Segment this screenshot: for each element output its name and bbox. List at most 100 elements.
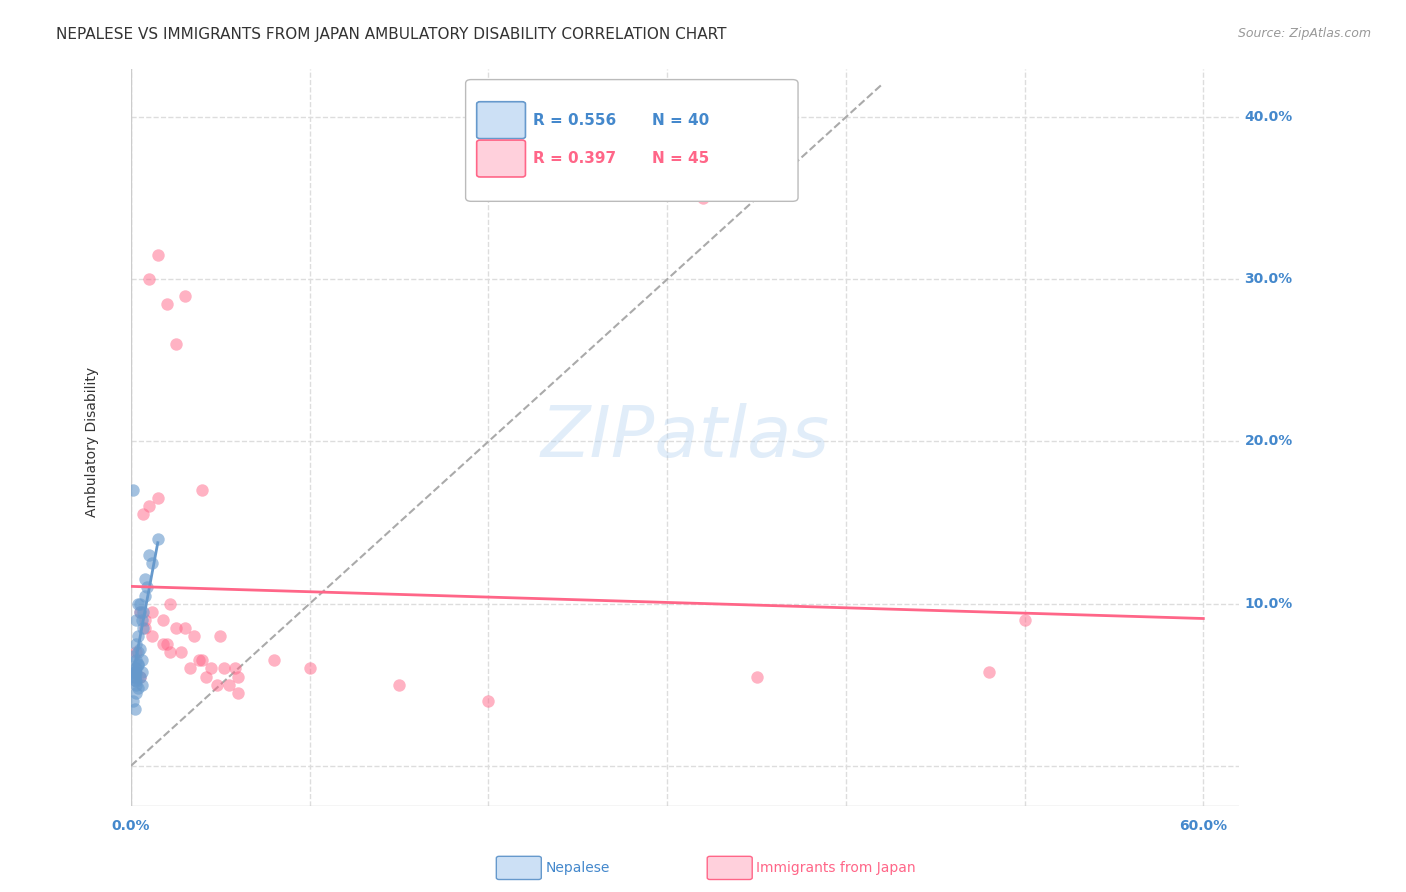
- Point: [125, 637, 148, 651]
- Point: [170, 645, 193, 659]
- Point: [141, 556, 163, 570]
- Point: [226, 686, 249, 700]
- FancyBboxPatch shape: [477, 140, 526, 177]
- Point: [121, 483, 143, 497]
- Text: 40.0%: 40.0%: [1244, 111, 1292, 124]
- Point: [146, 248, 169, 262]
- Point: [173, 288, 195, 302]
- Point: [212, 661, 235, 675]
- Point: [191, 483, 214, 497]
- Point: [124, 670, 146, 684]
- Point: [146, 532, 169, 546]
- FancyBboxPatch shape: [477, 102, 526, 138]
- Point: [138, 548, 160, 562]
- Point: [159, 645, 181, 659]
- Text: R = 0.556: R = 0.556: [533, 112, 616, 128]
- Point: [165, 621, 187, 635]
- Point: [131, 665, 153, 679]
- Text: ZIPatlas: ZIPatlas: [540, 403, 830, 472]
- Point: [127, 681, 149, 695]
- Text: N = 45: N = 45: [652, 151, 709, 166]
- Point: [127, 597, 149, 611]
- Text: N = 40: N = 40: [652, 112, 709, 128]
- Point: [195, 670, 218, 684]
- Point: [127, 629, 149, 643]
- Point: [124, 665, 146, 679]
- Text: Source: ZipAtlas.com: Source: ZipAtlas.com: [1237, 27, 1371, 40]
- Point: [298, 661, 321, 675]
- Point: [125, 613, 148, 627]
- Point: [173, 621, 195, 635]
- Point: [388, 678, 411, 692]
- Point: [141, 629, 163, 643]
- Point: [156, 637, 179, 651]
- Point: [138, 272, 160, 286]
- Point: [977, 665, 1000, 679]
- Point: [692, 191, 714, 205]
- Point: [136, 581, 159, 595]
- Point: [127, 657, 149, 671]
- Point: [134, 572, 156, 586]
- Point: [183, 629, 205, 643]
- Point: [131, 678, 153, 692]
- Text: 30.0%: 30.0%: [1244, 272, 1292, 286]
- Text: Immigrants from Japan: Immigrants from Japan: [756, 861, 917, 875]
- Point: [1014, 613, 1036, 627]
- Point: [132, 621, 155, 635]
- Point: [124, 673, 146, 687]
- Point: [131, 613, 153, 627]
- Point: [127, 645, 149, 659]
- Point: [141, 605, 163, 619]
- Point: [125, 661, 148, 675]
- Point: [224, 661, 246, 675]
- Point: [152, 637, 174, 651]
- Point: [131, 653, 153, 667]
- Point: [125, 686, 148, 700]
- Point: [263, 653, 285, 667]
- Point: [745, 670, 768, 684]
- Text: 60.0%: 60.0%: [1180, 819, 1227, 833]
- FancyBboxPatch shape: [465, 79, 799, 202]
- Point: [129, 597, 152, 611]
- Point: [134, 613, 156, 627]
- Point: [124, 702, 146, 716]
- Text: 10.0%: 10.0%: [1244, 597, 1292, 611]
- Point: [159, 597, 181, 611]
- Point: [129, 642, 152, 657]
- Point: [129, 605, 152, 619]
- Point: [121, 648, 143, 663]
- Text: Nepalese: Nepalese: [546, 861, 610, 875]
- Point: [146, 491, 169, 506]
- Text: Ambulatory Disability: Ambulatory Disability: [84, 367, 98, 516]
- Point: [218, 678, 240, 692]
- Point: [134, 589, 156, 603]
- Point: [125, 645, 148, 659]
- Point: [132, 508, 155, 522]
- Point: [156, 296, 179, 310]
- Point: [209, 629, 232, 643]
- Text: NEPALESE VS IMMIGRANTS FROM JAPAN AMBULATORY DISABILITY CORRELATION CHART: NEPALESE VS IMMIGRANTS FROM JAPAN AMBULA…: [56, 27, 727, 42]
- Point: [127, 658, 149, 673]
- Point: [477, 694, 499, 708]
- Point: [152, 613, 174, 627]
- Text: 20.0%: 20.0%: [1244, 434, 1292, 449]
- Point: [129, 605, 152, 619]
- Point: [125, 678, 148, 692]
- Text: R = 0.397: R = 0.397: [533, 151, 616, 166]
- Point: [124, 665, 146, 679]
- Point: [129, 670, 152, 684]
- Point: [132, 605, 155, 619]
- Point: [125, 666, 148, 681]
- Point: [125, 653, 148, 667]
- Point: [226, 670, 249, 684]
- Point: [129, 670, 152, 684]
- Point: [134, 621, 156, 635]
- Point: [138, 500, 160, 514]
- Point: [121, 694, 143, 708]
- Point: [191, 653, 214, 667]
- Point: [200, 661, 222, 675]
- Point: [205, 678, 228, 692]
- Text: 0.0%: 0.0%: [111, 819, 150, 833]
- Point: [124, 661, 146, 675]
- Point: [187, 653, 209, 667]
